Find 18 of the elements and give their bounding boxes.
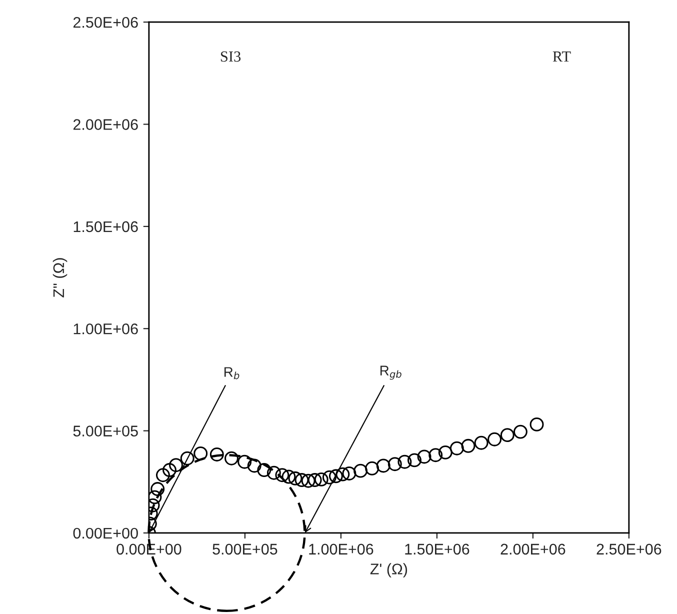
- x-tick-label: 0.00E+00: [116, 544, 182, 555]
- annotation: R$_{b}$: [224, 367, 240, 380]
- y-tick-label: 0.00E+00: [73, 528, 138, 539]
- x-axis-title: Z' (Ω): [370, 563, 408, 578]
- y-tick-label: 1.00E+06: [74, 323, 138, 334]
- x-tick-label: 2.50E+06: [596, 544, 662, 555]
- annotation: R$_{gb}$: [380, 366, 402, 380]
- annotation: SI3: [220, 51, 241, 62]
- x-tick-label: 5.00E+05: [212, 544, 278, 555]
- y-tick-label: 2.00E+06: [73, 119, 138, 130]
- x-tick-label: 1.00E+06: [309, 544, 374, 555]
- x-tick-label: 1.50E+06: [405, 544, 470, 555]
- annotation: RT: [552, 52, 571, 62]
- x-tick-label: 2.00E+06: [500, 544, 566, 555]
- y-axis-title: Z" (Ω): [52, 258, 68, 298]
- y-tick-label: 2.50E+06: [73, 16, 138, 28]
- y-tick-label: 5.00E+05: [73, 426, 138, 436]
- y-tick-label: 1.50E+06: [74, 221, 138, 232]
